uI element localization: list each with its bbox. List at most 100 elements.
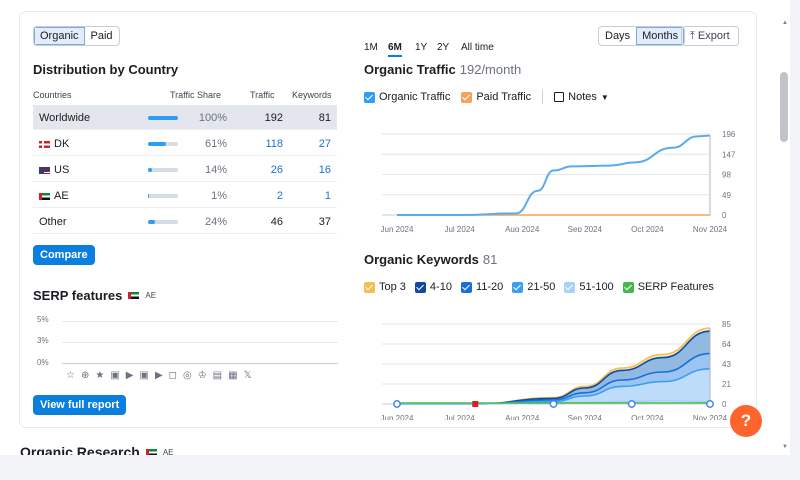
legend-51-100[interactable]: 51-100 (564, 281, 614, 293)
legend-label: Organic Traffic (379, 91, 451, 103)
notes-label: Notes (568, 91, 597, 103)
organic-paid-toggle: Organic Paid (33, 26, 120, 46)
traffic-value[interactable]: 26 (270, 164, 283, 176)
legend-serp-features[interactable]: SERP Features (622, 281, 714, 293)
y-tick-label: 98 (722, 171, 731, 180)
featured-snippet-icon[interactable]: ☆ (66, 370, 75, 381)
checkbox-icon (364, 91, 375, 103)
x-tick-label: Jul 2024 (444, 414, 475, 420)
top-stories-icon[interactable]: ▤ (212, 370, 223, 381)
scroll-down-icon[interactable]: ▼ (782, 444, 788, 450)
tab-all-time[interactable]: All time (461, 42, 494, 53)
dk-flag-icon (39, 140, 50, 148)
checkbox-icon (414, 281, 426, 293)
months-button[interactable]: Months (636, 27, 685, 45)
video-carousel-icon[interactable]: ▶ (154, 370, 163, 381)
serp-title-row: SERP features AE (33, 288, 156, 303)
traffic-value[interactable]: 118 (265, 138, 283, 150)
legend-top-3[interactable]: Top 3 (364, 281, 406, 293)
traffic-value: 192 (264, 112, 283, 124)
organic-keywords-chart[interactable]: 85 64 43 21 0 Jun 2024 Jul 2024 Aug 2024 Sep 202… (360, 304, 745, 420)
days-button[interactable]: Days (605, 30, 631, 42)
y-tick-label: 0 (722, 211, 727, 220)
country-name-cell: DK (39, 138, 69, 150)
organic-keywords-title: Organic Keywords 81 (364, 252, 497, 267)
checkbox-icon (364, 281, 375, 293)
organic-toggle-button[interactable]: Organic (34, 27, 85, 45)
keywords-value: 37 (318, 216, 331, 228)
google-update-icon[interactable] (549, 400, 558, 408)
google-update-icon[interactable] (627, 400, 636, 408)
google-update-icon[interactable] (706, 400, 714, 408)
tab-6m[interactable]: 6M (388, 42, 402, 57)
country-name: Worldwide (39, 112, 91, 124)
scrollbar-thumb[interactable] (780, 72, 788, 142)
tab-1m[interactable]: 1M (364, 42, 378, 53)
organic-traffic-line[interactable] (397, 134, 711, 216)
help-button[interactable]: ? (730, 405, 762, 437)
sitelinks-icon[interactable]: ⊕ (80, 370, 90, 381)
country-row-worldwide[interactable]: Worldwide 100% 192 81 (33, 105, 337, 130)
traffic-value[interactable]: 2 (276, 190, 283, 202)
x-tick-label: Sep 2024 (568, 225, 603, 232)
tab-2y[interactable]: 2Y (437, 42, 450, 53)
keywords-value[interactable]: 1 (324, 190, 331, 202)
chevron-down-icon: ▼ (600, 92, 609, 102)
country-row-other[interactable]: Other 24% 46 37 (33, 209, 337, 234)
ae-flag-icon (128, 292, 140, 299)
shopping-icon[interactable]: ▦ (228, 370, 238, 381)
traffic-share-value: 24% (204, 216, 227, 228)
traffic-value: 46 (270, 216, 283, 228)
export-button[interactable]: ⤒ Export (681, 26, 739, 46)
legend-organic-traffic[interactable]: Organic Traffic (364, 91, 450, 103)
notes-dropdown[interactable]: Notes ▼ (554, 91, 609, 103)
traffic-share-value: 61% (204, 138, 227, 150)
traffic-share-value: 100% (198, 112, 227, 124)
country-row-ae[interactable]: AE 1% 2 1 (33, 183, 337, 208)
country-row-dk[interactable]: DK 61% 118 27 (33, 131, 337, 156)
traffic-share-bar (148, 168, 178, 172)
organic-traffic-value: 192/month (459, 62, 522, 77)
note-icon (554, 92, 565, 102)
keywords-value[interactable]: 27 (318, 138, 331, 150)
legend-4-10[interactable]: 4-10 (414, 281, 452, 293)
video-icon[interactable]: ▶ (125, 370, 134, 381)
serp-icons-row: ☆ ⊕ ★ ▣ ▶ ▣ ▶ ◻ ◎ ♔ ▤ ▦ 𝕏 (66, 370, 252, 381)
scroll-up-icon[interactable]: ▲ (782, 20, 788, 26)
local-pack-icon[interactable]: ◎ (182, 370, 192, 381)
country-row-us[interactable]: US 14% 26 16 (33, 157, 337, 182)
legend-11-20[interactable]: 11-20 (460, 281, 503, 293)
view-full-report-button[interactable]: View full report (33, 395, 127, 415)
traffic-share-value: 1% (211, 190, 227, 202)
x-icon[interactable]: 𝕏 (243, 370, 252, 381)
keywords-area-21-50 (397, 368, 710, 404)
legend-divider (542, 90, 544, 104)
legend-21-50[interactable]: 21-50 (512, 281, 555, 293)
legend-label: SERP Features (637, 281, 714, 293)
knowledge-panel-icon[interactable]: ♔ (197, 370, 207, 381)
export-label: Export (697, 30, 730, 42)
organic-traffic-chart[interactable]: 196 147 98 49 0 Jun 2024 Jul 2024 Aug 2024 Sep 2… (360, 112, 745, 232)
keywords-value[interactable]: 16 (318, 164, 331, 176)
us-flag-icon (39, 166, 50, 174)
people-also-ask-icon[interactable]: ◻ (168, 370, 177, 381)
page: Organic Paid Distribution by Country Cou… (0, 0, 790, 455)
y-tick-label: 64 (722, 340, 731, 349)
page-scrollbar[interactable]: ▲ ▼ (780, 20, 788, 450)
country-name: Other (39, 216, 67, 228)
checkbox-icon (622, 281, 634, 293)
tab-1y[interactable]: 1Y (415, 42, 428, 53)
note-marker-icon[interactable] (472, 401, 479, 407)
image-icon[interactable]: ▣ (110, 370, 120, 381)
serp-country: AE (145, 291, 157, 300)
compare-button[interactable]: Compare (33, 245, 95, 265)
reviews-icon[interactable]: ★ (95, 370, 105, 381)
x-tick-label: Jun 2024 (381, 225, 414, 232)
legend-paid-traffic[interactable]: Paid Traffic (461, 91, 531, 103)
paid-toggle-button[interactable]: Paid (90, 30, 113, 42)
keywords-value: 81 (318, 112, 331, 124)
google-update-icon[interactable] (393, 400, 401, 408)
y-tick-label: 49 (722, 191, 731, 200)
country-name-cell: Other (39, 216, 67, 228)
image-pack-icon[interactable]: ▣ (139, 370, 149, 381)
